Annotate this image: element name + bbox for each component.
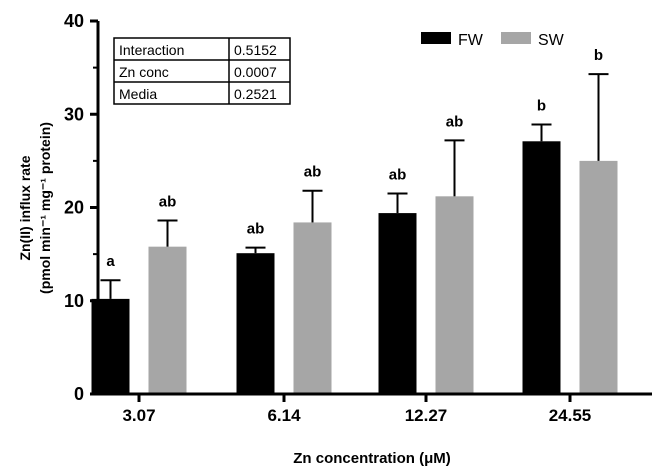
x-axis-ticks: 3.07 6.14 12.27 24.55 (122, 394, 591, 425)
bar-fw (378, 213, 417, 394)
legend-swatch-fw (421, 32, 451, 44)
bar-fw (522, 141, 561, 394)
x-tick-label: 24.55 (549, 406, 592, 425)
stats-table: Interaction 0.5152 Zn conc 0.0007 Media … (113, 37, 291, 105)
bar-sw (293, 222, 332, 394)
legend-label-sw: SW (538, 32, 565, 49)
x-axis-title: Zn concentration (μM) (293, 450, 451, 467)
significance-letter: ab (159, 194, 177, 211)
stats-factor: Zn conc (119, 64, 169, 80)
x-tick-label: 6.14 (267, 406, 301, 425)
stats-factor: Media (119, 86, 157, 102)
y-tick-label: 0 (74, 384, 84, 404)
significance-letter: ab (389, 167, 407, 184)
legend-swatch-sw (501, 32, 531, 44)
stats-pvalue: 0.5152 (234, 42, 277, 58)
stats-factor: Interaction (119, 42, 184, 58)
significance-letter: ab (446, 113, 464, 130)
significance-labels: a ab ab b ab ab ab b (106, 47, 603, 270)
stats-pvalue: 0.2521 (234, 86, 277, 102)
bar-sw (148, 246, 187, 394)
bars (91, 141, 618, 394)
y-axis-title-line1: Zn(II) influx rate (17, 155, 33, 260)
bar-sw (435, 196, 474, 394)
legend-label-fw: FW (458, 32, 484, 49)
y-axis-ticks: 0 10 20 30 40 (64, 11, 98, 404)
error-bars (100, 73, 609, 299)
y-tick-label: 20 (64, 198, 84, 218)
significance-letter: b (594, 47, 603, 64)
bar-fw (236, 253, 275, 394)
stats-table-border (113, 37, 291, 105)
y-tick-label: 40 (64, 11, 84, 31)
significance-letter: ab (304, 164, 322, 181)
y-tick-label: 10 (64, 291, 84, 311)
x-tick-label: 12.27 (405, 406, 448, 425)
stats-pvalue: 0.0007 (234, 64, 277, 80)
significance-letter: b (537, 98, 546, 115)
legend: FW SW (421, 32, 565, 49)
significance-letter: a (106, 253, 115, 270)
x-tick-label: 3.07 (122, 406, 155, 425)
y-tick-label: 30 (64, 104, 84, 124)
y-axis-title-line2: (pmol min⁻¹ mg⁻¹ protein) (37, 122, 53, 294)
bar-sw (579, 160, 618, 394)
significance-letter: ab (247, 221, 265, 238)
